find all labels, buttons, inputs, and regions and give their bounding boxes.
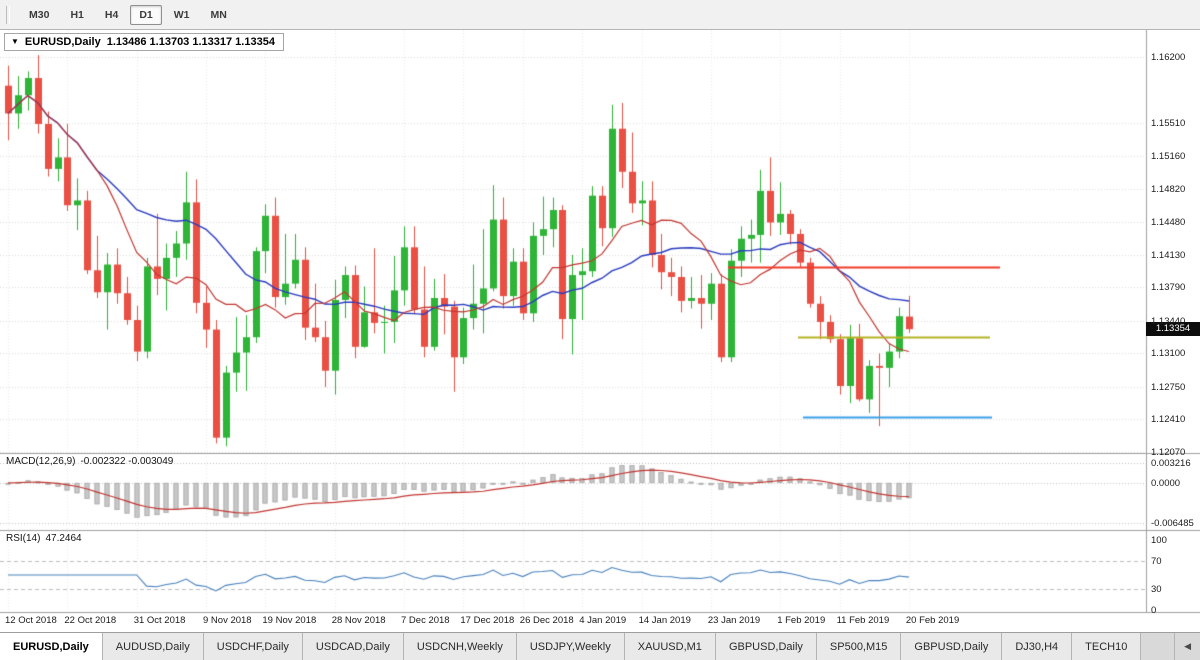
chart-tab-sp500-m15[interactable]: SP500,M15 — [816, 633, 902, 660]
chart-tab-gbpusd-daily[interactable]: GBPUSD,Daily — [715, 633, 817, 660]
chart-ohlc-overlay: ▼ EURUSD,Daily 1.13486 1.13703 1.13317 1… — [4, 33, 284, 51]
timeframe-button-mn[interactable]: MN — [202, 5, 236, 25]
chart-window: ▼ EURUSD,Daily 1.13486 1.13703 1.13317 1… — [0, 30, 1200, 632]
chart-tab-usdcnh-weekly[interactable]: USDCNH,Weekly — [403, 633, 517, 660]
tabs-scroll-left-icon[interactable]: ◀ — [1174, 633, 1200, 660]
chart-tab-usdjpy-weekly[interactable]: USDJPY,Weekly — [516, 633, 625, 660]
timeframe-button-h1[interactable]: H1 — [61, 5, 92, 25]
chart-tab-audusd-daily[interactable]: AUDUSD,Daily — [102, 633, 204, 660]
chart-tab-eurusd-daily[interactable]: EURUSD,Daily — [0, 633, 103, 660]
toolbar-grip — [6, 5, 10, 24]
timeframe-button-w1[interactable]: W1 — [165, 5, 199, 25]
chart-tab-usdcad-daily[interactable]: USDCAD,Daily — [302, 633, 404, 660]
price-chart-canvas[interactable] — [0, 30, 1200, 632]
chart-collapse-icon[interactable]: ▼ — [11, 37, 19, 46]
chart-tab-xauusd-m1[interactable]: XAUUSD,M1 — [624, 633, 716, 660]
timeframe-button-m30[interactable]: M30 — [20, 5, 58, 25]
timeframe-button-h4[interactable]: H4 — [96, 5, 127, 25]
chart-symbol-label: EURUSD,Daily — [24, 36, 101, 48]
chart-tab-dj30-h4[interactable]: DJ30,H4 — [1002, 633, 1073, 660]
timeframe-button-d1[interactable]: D1 — [130, 4, 162, 25]
timeframe-buttons-group: M30 H1 H4 D1 W1 MN — [20, 4, 236, 25]
chart-ohlc-values: 1.13486 1.13703 1.13317 1.13354 — [106, 36, 275, 48]
chart-tab-tech10[interactable]: TECH10 — [1072, 633, 1142, 660]
chart-tab-usdchf-daily[interactable]: USDCHF,Daily — [203, 633, 303, 660]
timeframe-toolbar: M30 H1 H4 D1 W1 MN — [0, 0, 1200, 30]
chart-tab-gbpusd-daily[interactable]: GBPUSD,Daily — [901, 633, 1003, 660]
chart-tabs-bar: EURUSD,Daily AUDUSD,Daily USDCHF,Daily USDC… — [0, 632, 1200, 660]
